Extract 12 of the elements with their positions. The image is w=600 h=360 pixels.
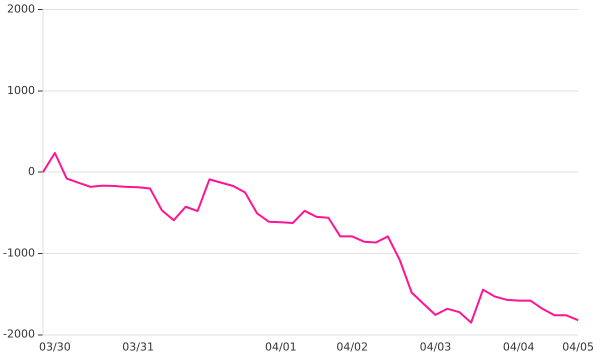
y-tick-label: 2000 <box>6 2 35 16</box>
x-tick-label: 04/01 <box>264 340 297 354</box>
y-tick-label: -1000 <box>2 246 35 260</box>
y-tick-label: 0 <box>28 165 35 178</box>
x-tick-label: 03/31 <box>122 340 154 354</box>
x-tick-label: 03/30 <box>39 340 71 354</box>
x-tick-label: 04/05 <box>562 340 594 354</box>
y-tick-label: -2000 <box>2 328 35 341</box>
x-tick-label: 04/03 <box>420 340 452 354</box>
y-tick-label: 1000 <box>6 84 35 97</box>
x-tick-label: 04/02 <box>336 340 368 354</box>
x-tick-label: 04/04 <box>502 340 535 354</box>
